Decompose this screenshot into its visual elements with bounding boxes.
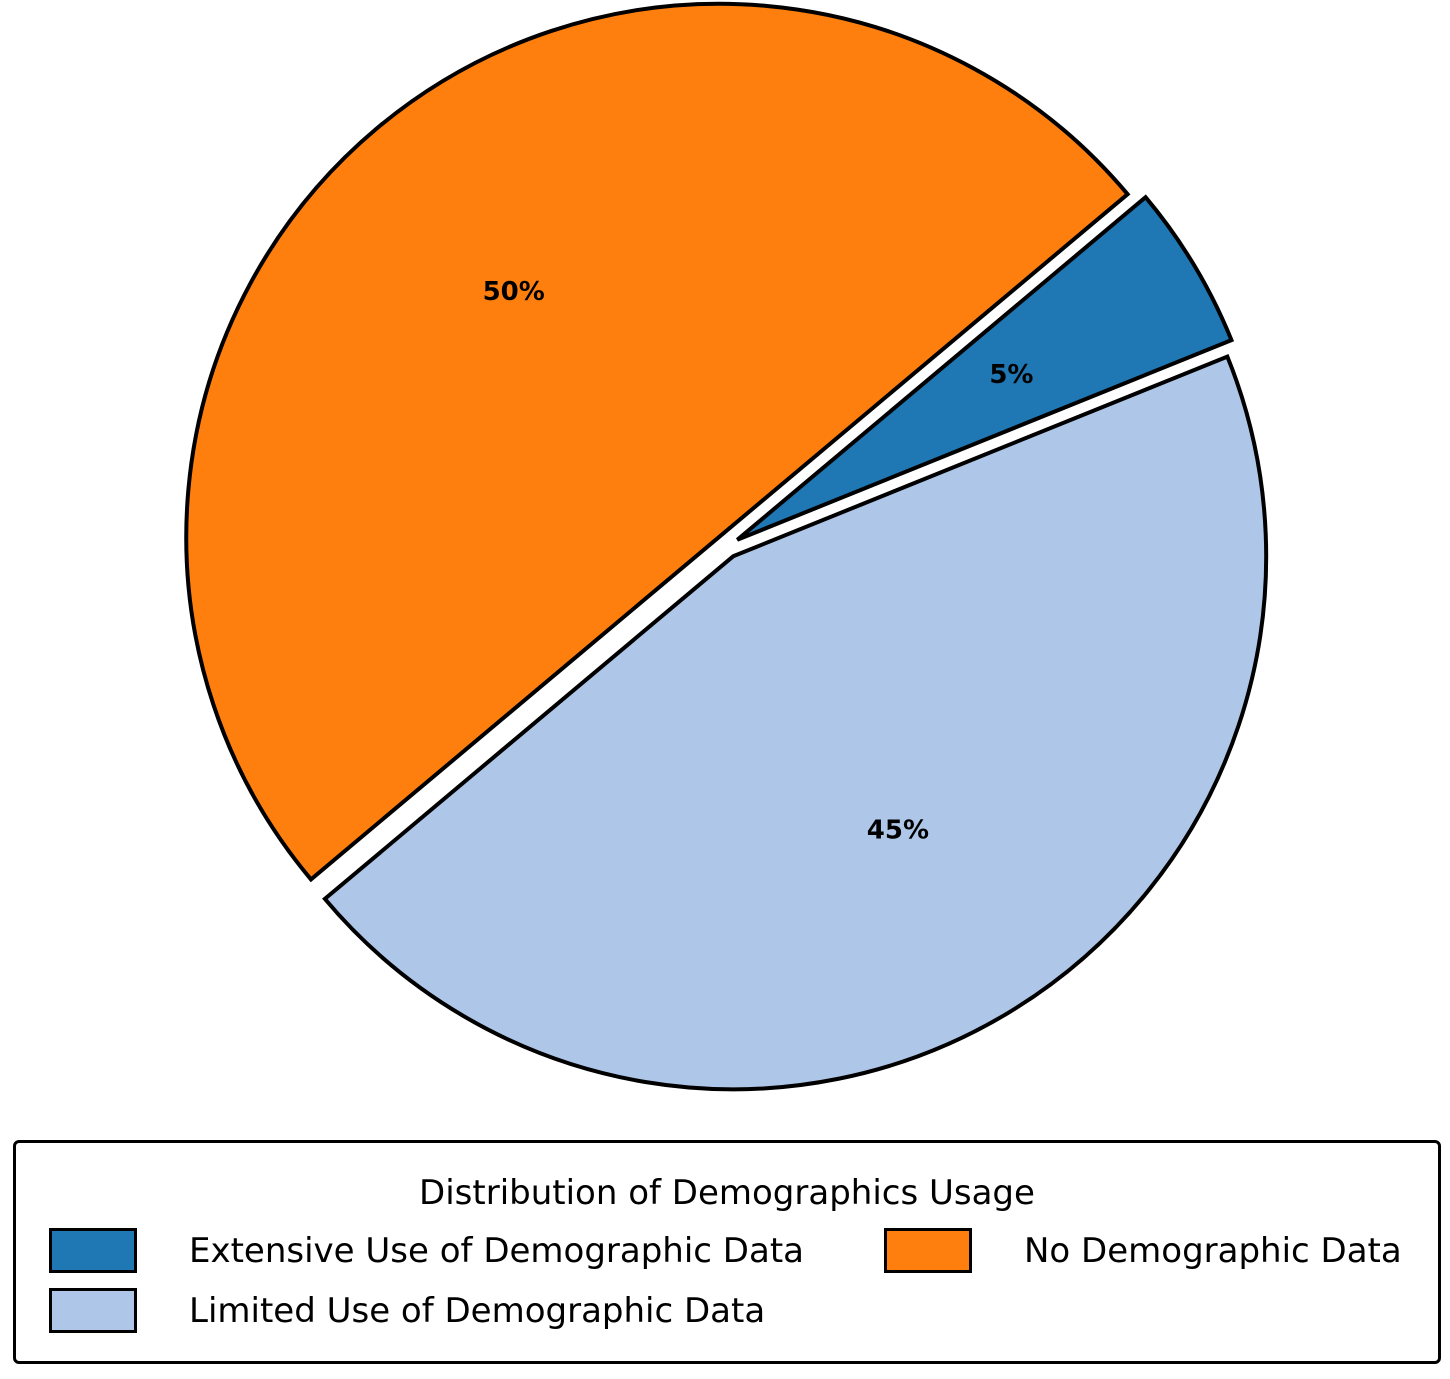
legend-label-none: No Demographic Data (1024, 1230, 1402, 1271)
pie-percent-labels: 5% 50% 45% (483, 277, 1034, 846)
legend-item-none: No Demographic Data (884, 1228, 1402, 1273)
pie-chart: 5% 50% 45% (184, 1, 1269, 1092)
legend-swatch-none (884, 1228, 972, 1273)
legend-item-limited: Limited Use of Demographic Data (49, 1288, 765, 1333)
legend-title: Distribution of Demographics Usage (419, 1173, 1035, 1213)
legend-swatch-extensive (49, 1228, 137, 1273)
pie-label-limited: 45% (867, 815, 929, 845)
pie-label-none: 50% (483, 277, 545, 307)
pie-slice-none (184, 1, 1131, 883)
pie-slice-extensive (736, 194, 1235, 542)
pie-slice-limited (322, 354, 1269, 1092)
pie-label-extensive: 5% (989, 360, 1033, 390)
legend-label-extensive: Extensive Use of Demographic Data (189, 1230, 804, 1271)
pie-slices (184, 1, 1269, 1092)
legend-item-extensive: Extensive Use of Demographic Data (49, 1228, 804, 1273)
legend-swatch-limited (49, 1288, 137, 1333)
legend: Distribution of Demographics Usage Exten… (13, 1140, 1441, 1364)
legend-label-limited: Limited Use of Demographic Data (189, 1290, 766, 1331)
